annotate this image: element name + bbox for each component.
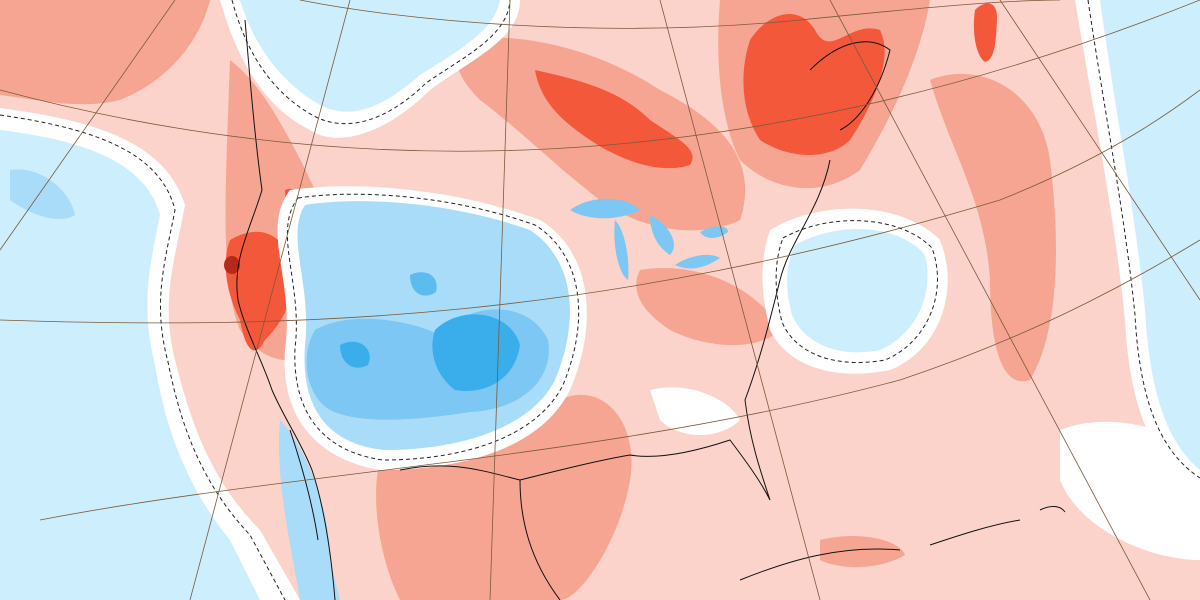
cool-zone bbox=[279, 420, 340, 600]
graticule bbox=[299, 0, 1061, 29]
graticule bbox=[999, 0, 1200, 301]
lake bbox=[570, 198, 640, 219]
graticule bbox=[0, 0, 1200, 152]
neutral-zone bbox=[650, 387, 740, 435]
coastline bbox=[236, 19, 336, 600]
graticule bbox=[489, 0, 511, 600]
cool-zone bbox=[787, 228, 928, 353]
graticule bbox=[39, 239, 1200, 521]
lake bbox=[650, 215, 674, 255]
cool-zone bbox=[10, 169, 75, 220]
coastline bbox=[1039, 506, 1066, 513]
contour bbox=[1087, 0, 1200, 479]
cold-core bbox=[340, 341, 370, 368]
coastline bbox=[809, 41, 891, 131]
coastline bbox=[519, 479, 561, 600]
lake bbox=[614, 220, 629, 280]
cool-zone bbox=[1100, 0, 1200, 470]
hot-zone bbox=[743, 13, 885, 156]
cool-zone bbox=[240, 0, 500, 112]
coastline bbox=[399, 159, 831, 501]
graticule bbox=[0, 0, 176, 251]
graticule bbox=[189, 0, 351, 600]
lake bbox=[675, 254, 720, 269]
hot-core bbox=[224, 256, 240, 274]
contour bbox=[0, 114, 286, 600]
contour bbox=[775, 220, 938, 363]
cool-zone bbox=[0, 130, 260, 600]
coastline bbox=[739, 519, 1021, 581]
hot-zone bbox=[973, 3, 998, 62]
warm-zone bbox=[930, 73, 1056, 382]
hot-zone bbox=[535, 70, 693, 169]
contour bbox=[286, 193, 580, 461]
warm-zone bbox=[0, 0, 210, 105]
neutral-zone bbox=[1060, 421, 1200, 560]
warm-zone bbox=[820, 535, 905, 567]
coastline bbox=[289, 429, 319, 541]
graticule bbox=[0, 89, 1200, 324]
warm-zone bbox=[636, 268, 780, 345]
cold-zone bbox=[410, 272, 437, 296]
graticule bbox=[659, 0, 821, 600]
contour bbox=[231, 0, 511, 125]
graticule bbox=[829, 0, 1151, 600]
cold-core bbox=[432, 314, 520, 391]
